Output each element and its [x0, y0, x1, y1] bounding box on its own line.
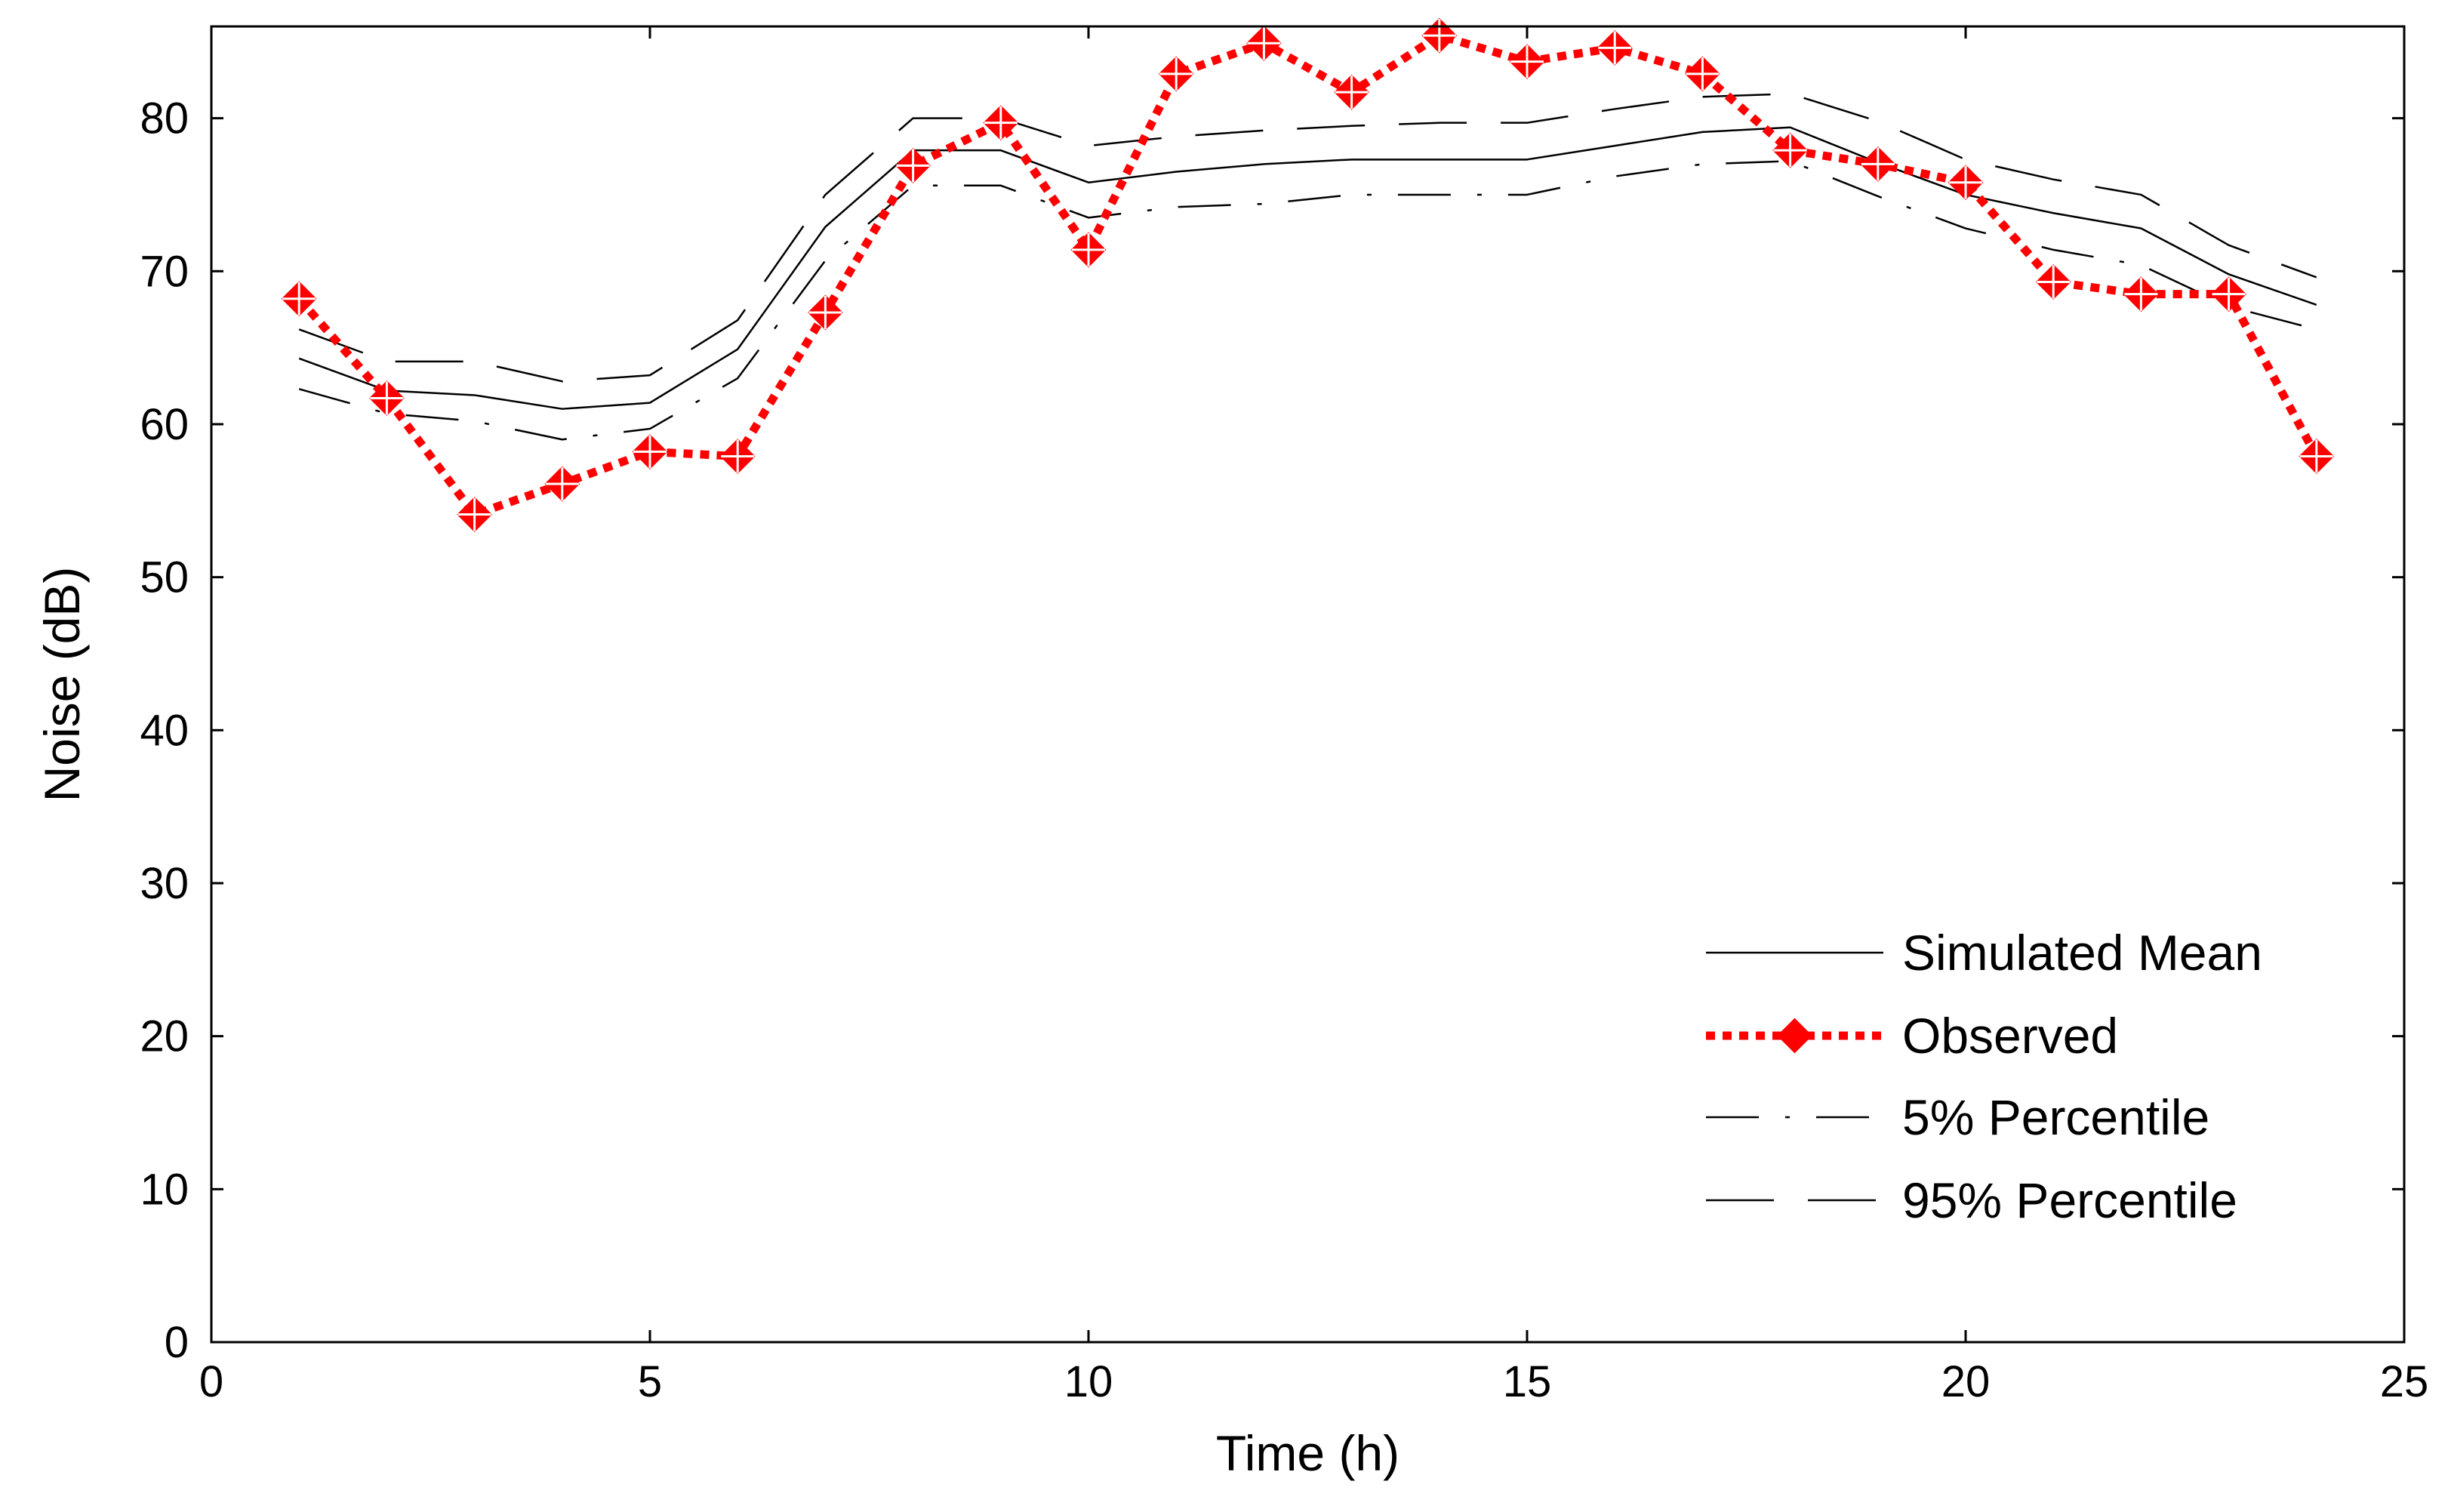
y-tick-label-0: 0: [165, 1318, 189, 1367]
x-tick-label-0: 0: [199, 1357, 223, 1406]
y-tick-label-6: 60: [140, 400, 189, 449]
axis-ticks: 0 5 10 15 20 25 0 10 20 30 40 50 60 70 80: [140, 26, 2428, 1406]
x-axis-label: Time (h): [1216, 1425, 1399, 1481]
y-tick-label-4: 40: [140, 706, 189, 755]
series-line-observed: [296, 31, 2320, 519]
legend-label-5-percentile: 5% Percentile: [1902, 1089, 2209, 1145]
y-tick-label-8: 80: [140, 94, 189, 143]
series-line-95-percentile: [298, 92, 2317, 383]
legend-label-observed: Observed: [1902, 1008, 2118, 1064]
x-tick-label-3: 15: [1503, 1357, 1552, 1406]
x-tick-label-4: 20: [1941, 1357, 1991, 1406]
y-tick-label-7: 70: [140, 247, 189, 296]
legend-marker-observed: [1777, 1018, 1812, 1054]
legend-label-simulated-mean: Simulated Mean: [1902, 925, 2262, 981]
x-tick-label-1: 5: [638, 1357, 662, 1406]
y-tick-label-2: 20: [140, 1012, 189, 1061]
y-axis-label: Noise (dB): [34, 567, 90, 802]
plot-frame: [210, 25, 2406, 1344]
plot-marks: [281, 17, 2335, 532]
x-tick-label-2: 10: [1064, 1357, 1113, 1406]
x-tick-label-5: 25: [2380, 1357, 2429, 1406]
y-tick-label-3: 30: [140, 859, 189, 908]
y-tick-label-5: 50: [140, 553, 189, 602]
series-line-5-percentile: [298, 160, 2317, 441]
legend: Simulated Mean Observed 5% Percentile 95…: [1706, 925, 2262, 1228]
y-tick-label-1: 10: [140, 1165, 189, 1214]
legend-label-95-percentile: 95% Percentile: [1902, 1172, 2237, 1228]
